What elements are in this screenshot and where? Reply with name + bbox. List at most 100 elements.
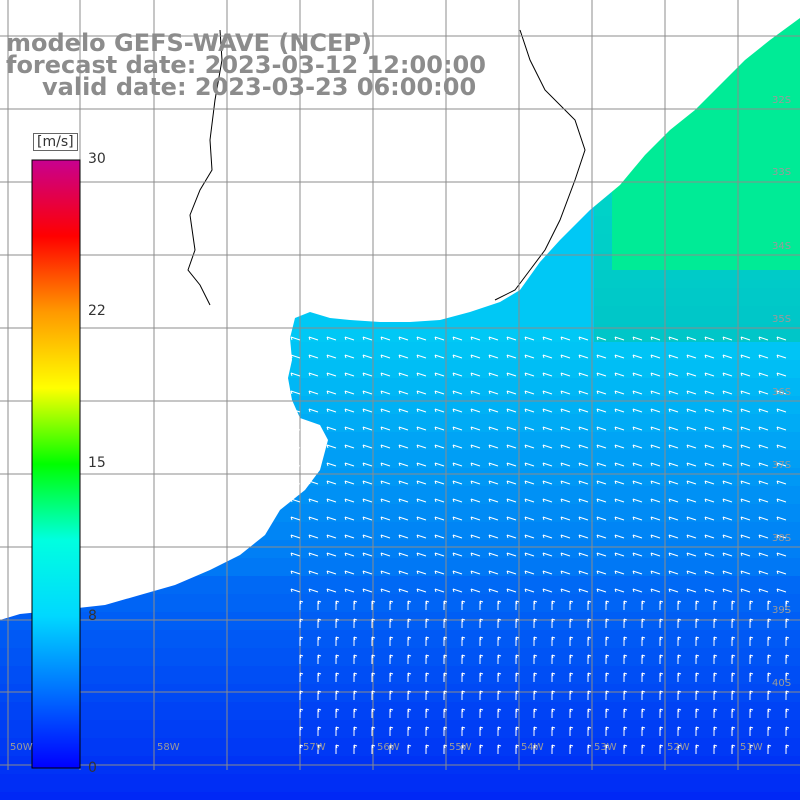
field-cell	[684, 234, 702, 252]
wind-arrow	[470, 390, 481, 395]
wind-arrow	[614, 498, 625, 503]
wind-arrow	[740, 498, 751, 503]
field-cell	[558, 666, 576, 684]
field-cell	[756, 738, 774, 756]
field-cell	[774, 162, 792, 180]
wind-arrow	[524, 552, 535, 557]
wind-arrow	[380, 534, 391, 539]
field-cell	[414, 720, 432, 738]
field-cell	[270, 540, 288, 558]
field-cell	[648, 702, 666, 720]
wind-arrow	[758, 462, 769, 467]
field-cell	[702, 234, 720, 252]
wind-arrow	[470, 408, 481, 413]
wind-arrow	[470, 516, 481, 521]
field-cell	[198, 576, 216, 594]
field-cell	[666, 234, 684, 252]
field-cell	[792, 90, 800, 108]
wind-arrow	[290, 426, 301, 431]
field-cell	[342, 738, 360, 756]
wind-arrow	[452, 570, 463, 575]
field-cell	[684, 270, 702, 288]
wind-arrow	[452, 354, 463, 359]
wind-arrow	[353, 618, 358, 628]
wind-arrow	[389, 618, 394, 628]
field-cell	[648, 234, 666, 252]
field-cell	[216, 576, 234, 594]
wind-arrow	[767, 636, 772, 646]
wind-arrow	[344, 408, 355, 413]
field-cell	[702, 792, 720, 800]
field-cell	[234, 576, 252, 594]
field-cell	[198, 630, 216, 648]
wind-arrow	[578, 552, 589, 557]
field-cell	[540, 774, 558, 792]
field-cell	[324, 702, 342, 720]
wind-arrow	[326, 426, 337, 431]
field-cell	[522, 684, 540, 702]
wind-arrow	[335, 726, 340, 736]
wind-arrow	[785, 744, 790, 754]
field-cell	[234, 702, 252, 720]
field-cell	[774, 738, 792, 756]
field-cell	[792, 450, 800, 468]
field-cell	[198, 792, 216, 800]
wind-arrow	[425, 654, 430, 664]
border-line	[187, 29, 223, 306]
wind-arrow	[578, 588, 589, 593]
wind-arrow	[686, 552, 697, 557]
wind-arrow	[776, 390, 787, 395]
wind-arrow	[740, 336, 751, 341]
wind-arrow	[668, 336, 679, 341]
wind-arrow	[497, 600, 502, 610]
wind-arrow	[344, 570, 355, 575]
field-cell	[738, 738, 756, 756]
wind-arrow	[632, 444, 643, 449]
wind-arrow	[749, 744, 754, 754]
wind-arrow	[461, 744, 466, 754]
wind-arrow	[290, 498, 301, 503]
wind-arrow	[506, 444, 517, 449]
wind-arrow	[389, 636, 394, 646]
field-cell	[720, 594, 738, 612]
wind-arrow	[308, 552, 319, 557]
lat-label: 39S	[772, 605, 792, 616]
field-cell	[576, 720, 594, 738]
wind-arrow	[497, 744, 502, 754]
wind-arrow	[740, 552, 751, 557]
wind-arrow	[542, 408, 553, 413]
field-cell	[666, 738, 684, 756]
wind-arrow	[452, 552, 463, 557]
wind-arrow	[578, 426, 589, 431]
field-cell	[342, 684, 360, 702]
lon-label: 50W	[10, 742, 33, 753]
field-cell	[432, 612, 450, 630]
colorbar-tick-30: 30	[88, 151, 106, 167]
field-cell	[594, 684, 612, 702]
field-cell	[108, 702, 126, 720]
wind-arrow	[380, 444, 391, 449]
wind-arrow	[470, 498, 481, 503]
wind-arrow	[758, 336, 769, 341]
wind-arrow	[749, 708, 754, 718]
wind-arrow	[434, 480, 445, 485]
wind-arrow	[524, 408, 535, 413]
field-cell	[108, 612, 126, 630]
wind-arrow	[704, 498, 715, 503]
wind-arrow	[515, 690, 520, 700]
field-cell	[234, 594, 252, 612]
field-cell	[180, 684, 198, 702]
wind-arrow	[641, 726, 646, 736]
field-cell	[558, 288, 576, 306]
field-cell	[702, 630, 720, 648]
field-cell	[792, 360, 800, 378]
field-cell	[504, 648, 522, 666]
field-cell	[594, 216, 612, 234]
wind-arrow	[560, 444, 571, 449]
wind-arrow	[506, 570, 517, 575]
wind-arrow	[623, 618, 628, 628]
wind-arrow	[578, 336, 589, 341]
wind-arrow	[785, 726, 790, 736]
field-cell	[522, 306, 540, 324]
wind-arrow	[362, 498, 373, 503]
